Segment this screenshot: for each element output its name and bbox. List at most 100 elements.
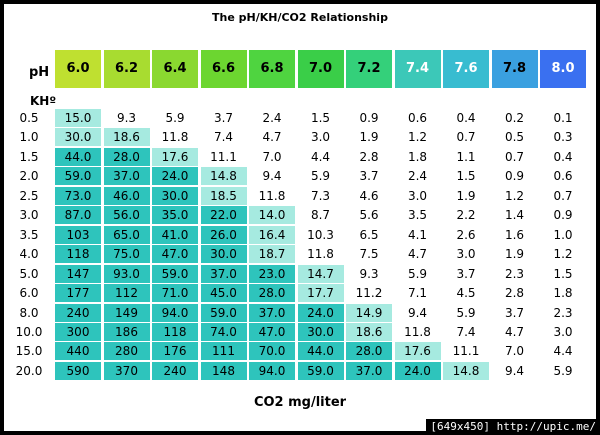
co2-value-cell: 103 <box>55 225 101 244</box>
co2-value-cell: 1.5 <box>310 111 331 125</box>
co2-value-cell: 1.9 <box>359 130 379 145</box>
co2-value-cell: 1.4 <box>504 208 525 223</box>
co2-value-cell: 30.0 <box>200 245 247 264</box>
co2-value-cell: 16.4 <box>249 225 295 244</box>
co2-value-cell: 300 <box>55 322 101 341</box>
co2-value-cell: 590 <box>55 361 101 380</box>
co2-value-cell: 0.4 <box>553 149 573 164</box>
co2-value-cell: 65.0 <box>103 225 150 244</box>
co2-value-cell: 9.4 <box>262 169 282 184</box>
co2-value-cell: 0.7 <box>553 188 573 203</box>
co2-value-cell: 37.0 <box>200 264 247 283</box>
kh-row-label: 20.0 <box>15 363 43 378</box>
co2-value-cell: 177 <box>55 284 101 303</box>
co2-value-cell: 0.6 <box>407 111 428 125</box>
co2-value-cell: 0.9 <box>553 208 573 223</box>
co2-value-cell: 11.1 <box>210 149 237 164</box>
image-credit: [649x450] http://upic.me/ <box>426 419 600 435</box>
co2-value-cell: 0.5 <box>504 130 525 145</box>
co2-value-cell: 5.9 <box>553 363 573 378</box>
co2-value-cell: 3.7 <box>213 111 234 125</box>
co2-value-cell: 280 <box>103 342 150 361</box>
co2-value-cell: 30.0 <box>152 186 198 205</box>
co2-value-cell: 2.8 <box>504 286 525 301</box>
co2-value-cell: 24.0 <box>152 167 198 186</box>
co2-value-cell: 5.6 <box>359 208 379 223</box>
co2-value-cell: 37.0 <box>346 361 392 380</box>
co2-value-cell: 4.7 <box>407 247 428 262</box>
kh-row-label: 4.0 <box>19 247 39 262</box>
co2-value-cell: 18.6 <box>103 128 150 147</box>
co2-value-cell: 5.9 <box>456 305 476 320</box>
co2-value-cell: 4.6 <box>359 188 379 203</box>
ph-header-cell: 6.4 <box>152 50 198 88</box>
co2-value-cell: 37.0 <box>249 303 295 322</box>
co2-value-cell: 1.2 <box>504 188 525 203</box>
ph-header-cell: 6.0 <box>55 50 101 88</box>
co2-value-cell: 4.7 <box>262 130 282 145</box>
co2-value-cell: 0.3 <box>553 130 573 145</box>
co2-value-cell: 56.0 <box>103 206 150 225</box>
co2-value-cell: 94.0 <box>249 361 295 380</box>
co2-value-cell: 7.5 <box>359 247 379 262</box>
co2-value-cell: 0.9 <box>359 111 379 125</box>
co2-value-cell: 94.0 <box>152 303 198 322</box>
co2-value-cell: 3.7 <box>456 266 476 281</box>
co2-value-cell: 4.7 <box>504 324 525 339</box>
ph-header-cell: 6.6 <box>200 50 247 88</box>
co2-value-cell: 1.2 <box>407 130 428 145</box>
co2-value-cell: 0.2 <box>504 111 525 125</box>
co2-value-cell: 44.0 <box>55 147 101 166</box>
co2-value-cell: 3.7 <box>359 169 379 184</box>
co2-value-cell: 7.0 <box>504 344 525 359</box>
co2-value-cell: 0.7 <box>456 130 476 145</box>
co2-value-cell: 70.0 <box>249 342 295 361</box>
co2-value-cell: 8.7 <box>310 208 331 223</box>
co2-value-cell: 9.4 <box>407 305 428 320</box>
ph-header-cell: 7.2 <box>346 50 392 88</box>
co2-value-cell: 7.0 <box>262 149 282 164</box>
co2-value-cell: 59.0 <box>55 167 101 186</box>
co2-value-cell: 11.8 <box>161 130 189 145</box>
co2-value-cell: 2.3 <box>553 305 573 320</box>
co2-value-cell: 24.0 <box>297 303 344 322</box>
co2-value-cell: 2.2 <box>456 208 476 223</box>
kh-row-label: 2.5 <box>19 188 39 203</box>
co2-value-cell: 7.1 <box>407 286 428 301</box>
kh-row-label: 10.0 <box>15 324 43 339</box>
ph-header-cell: 6.8 <box>249 50 295 88</box>
co2-value-cell: 1.9 <box>456 188 476 203</box>
co2-value-cell: 5.9 <box>310 169 331 184</box>
co2-value-cell: 0.4 <box>456 111 476 125</box>
co2-value-cell: 3.0 <box>456 247 476 262</box>
kh-row-label: 15.0 <box>15 344 43 359</box>
co2-value-cell: 1.8 <box>553 286 573 301</box>
co2-value-cell: 14.0 <box>249 206 295 225</box>
co2-value-cell: 59.0 <box>200 303 247 322</box>
co2-value-cell: 24.0 <box>394 361 441 380</box>
co2-value-cell: 93.0 <box>103 264 150 283</box>
co2-value-cell: 1.6 <box>504 227 525 242</box>
co2-value-cell: 87.0 <box>55 206 101 225</box>
co2-value-cell: 41.0 <box>152 225 198 244</box>
co2-value-cell: 14.9 <box>346 303 392 322</box>
co2-value-cell: 370 <box>103 361 150 380</box>
kh-row-label: 8.0 <box>19 305 39 320</box>
co2-value-cell: 11.1 <box>452 344 480 359</box>
co2-value-cell: 47.0 <box>249 322 295 341</box>
co2-value-cell: 59.0 <box>297 361 344 380</box>
co2-value-cell: 6.5 <box>359 227 379 242</box>
co2-value-cell: 17.6 <box>152 147 198 166</box>
co2-value-cell: 176 <box>152 342 198 361</box>
co2-value-cell: 17.7 <box>297 284 344 303</box>
co2-value-cell: 2.3 <box>504 266 525 281</box>
co2-value-cell: 47.0 <box>152 245 198 264</box>
x-axis-label: CO2 mg/liter <box>253 395 347 410</box>
co2-value-cell: 37.0 <box>103 167 150 186</box>
co2-value-cell: 149 <box>103 303 150 322</box>
co2-value-cell: 9.3 <box>116 111 137 125</box>
co2-value-cell: 0.6 <box>553 169 573 184</box>
co2-value-cell: 1.5 <box>553 266 573 281</box>
co2-value-cell: 4.4 <box>310 149 331 164</box>
ph-header-cell: 7.6 <box>443 50 489 88</box>
